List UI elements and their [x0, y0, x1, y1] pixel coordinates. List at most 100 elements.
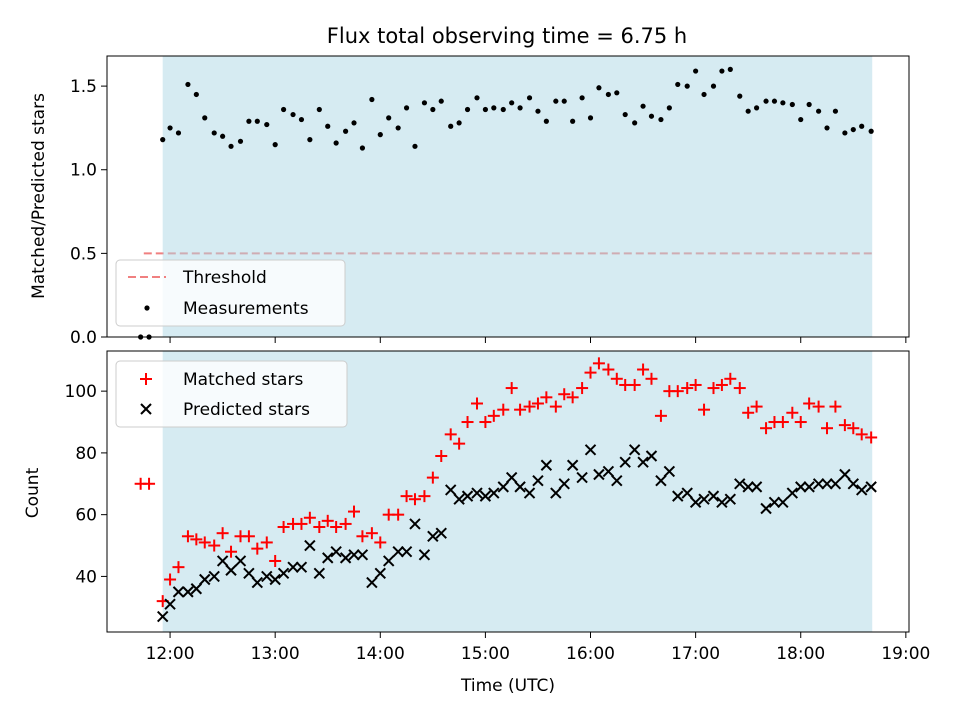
- y-tick-label: 1.5: [70, 77, 97, 97]
- predicted-star-point: [348, 549, 360, 561]
- matched-star-point: [172, 561, 185, 574]
- matched-star-point: [776, 416, 789, 429]
- predicted-star-point: [611, 474, 623, 487]
- predicted-star-point: [182, 586, 194, 598]
- chart-title: Flux total observing time = 6.75 h: [327, 24, 687, 48]
- measurement-point: [386, 115, 392, 121]
- predicted-star-point: [514, 481, 526, 493]
- measurement-point: [587, 115, 594, 121]
- predicted-star-point: [225, 564, 237, 576]
- predicted-star-point: [277, 567, 290, 580]
- measurement-point: [474, 95, 480, 101]
- measurement-point: [280, 106, 287, 113]
- plot-frame: [106, 350, 910, 633]
- predicted-star-point: [855, 484, 868, 496]
- matched-star-point: [742, 406, 755, 419]
- legend-label-measurements: Measurements: [183, 299, 309, 319]
- predicted-star-point: [760, 502, 772, 515]
- matched-star-point: [750, 400, 763, 413]
- measurement-point: [438, 98, 444, 104]
- matched-star-point: [610, 372, 623, 385]
- matched-star-point: [592, 357, 605, 370]
- y-tick-label: 1.0: [70, 161, 97, 181]
- matched-star-point: [400, 490, 413, 503]
- measurement-point: [737, 93, 743, 99]
- matched-star-point: [531, 397, 544, 410]
- matched-star-point: [689, 378, 702, 391]
- measurement-point: [395, 125, 401, 131]
- matched-star-point: [487, 409, 500, 422]
- matched-star-point: [707, 382, 720, 395]
- measurement-point: [517, 105, 523, 111]
- measurement-point: [535, 108, 541, 114]
- predicted-star-point: [742, 481, 754, 493]
- y-tick-label: 40: [75, 567, 97, 587]
- predicted-star-point: [847, 478, 859, 490]
- matched-star-point: [356, 530, 369, 543]
- matched-star-point: [418, 490, 431, 503]
- x-tick-label: 12:00: [146, 644, 195, 664]
- x-tick-label: 19:00: [881, 644, 930, 664]
- predicted-star-point: [243, 567, 255, 580]
- matched-star-point: [198, 536, 211, 549]
- predicted-star-point: [689, 496, 702, 509]
- matched-star-point: [164, 573, 177, 586]
- predicted-star-point: [724, 493, 737, 505]
- legend: Matched stars Predicted stars: [115, 360, 348, 428]
- measurement-point: [771, 98, 778, 104]
- matched-star-point: [549, 400, 562, 413]
- predicted-star-point: [645, 450, 658, 462]
- matched-star-point: [628, 378, 641, 391]
- measurement-point: [167, 125, 173, 131]
- y-tick-label: 100: [65, 382, 97, 402]
- y-axis-ticks: 40 60 80 100: [65, 382, 107, 587]
- predicted-star-point: [497, 481, 509, 493]
- matched-star-point: [812, 400, 825, 413]
- measurement-point: [543, 118, 549, 124]
- measurement-point: [816, 108, 822, 114]
- matched-star-point: [303, 511, 316, 524]
- x-tick-label: 13:00: [251, 644, 300, 664]
- predicted-star-point: [295, 561, 308, 573]
- predicted-star-point: [532, 474, 544, 487]
- measurement-point: [745, 108, 751, 114]
- predicted-star-point: [330, 546, 342, 558]
- predicted-star-point: [461, 490, 474, 502]
- measurement-point: [369, 96, 375, 103]
- ratio-panel: 0.0 0.5 1.0 1.5 Matched/Predicted stars Thr…: [29, 55, 910, 348]
- measurement-point: [264, 121, 270, 128]
- predicted-star-point: [550, 487, 562, 499]
- matched-star-point: [181, 530, 194, 543]
- measurement-point: [351, 120, 357, 126]
- measurement-point: [719, 68, 725, 74]
- measurement-point: [185, 81, 191, 88]
- matched-star-point: [444, 428, 457, 441]
- predicted-star-point: [216, 555, 229, 567]
- predicted-star-point: [251, 576, 264, 589]
- x-tick-label: 18:00: [776, 644, 825, 664]
- predicted-star-point: [558, 478, 570, 490]
- predicted-star-point: [540, 459, 553, 471]
- matched-star-point: [269, 554, 282, 567]
- measurement-point: [403, 105, 410, 111]
- matched-star-point: [365, 527, 378, 540]
- matched-star-point: [671, 385, 684, 398]
- predicted-star-point: [681, 487, 693, 499]
- predicted-star-point: [584, 444, 597, 456]
- matched-star-point: [637, 363, 650, 376]
- predicted-star-point: [821, 478, 833, 490]
- measurement-point: [254, 118, 260, 124]
- legend-swatch-matched: [140, 373, 152, 385]
- measurement-point: [789, 101, 795, 108]
- matched-star-point: [313, 521, 326, 534]
- predicted-star-point: [400, 546, 413, 558]
- matched-star-point: [277, 521, 290, 534]
- matched-star-point: [461, 416, 474, 429]
- measurement-point: [377, 132, 383, 138]
- x-tick-label: 15:00: [461, 644, 510, 664]
- predicted-star-point: [593, 468, 605, 481]
- matched-star-point: [698, 403, 711, 416]
- predicted-star-point: [382, 555, 395, 567]
- measurement-point: [675, 81, 681, 88]
- predicted-star-point: [435, 527, 447, 539]
